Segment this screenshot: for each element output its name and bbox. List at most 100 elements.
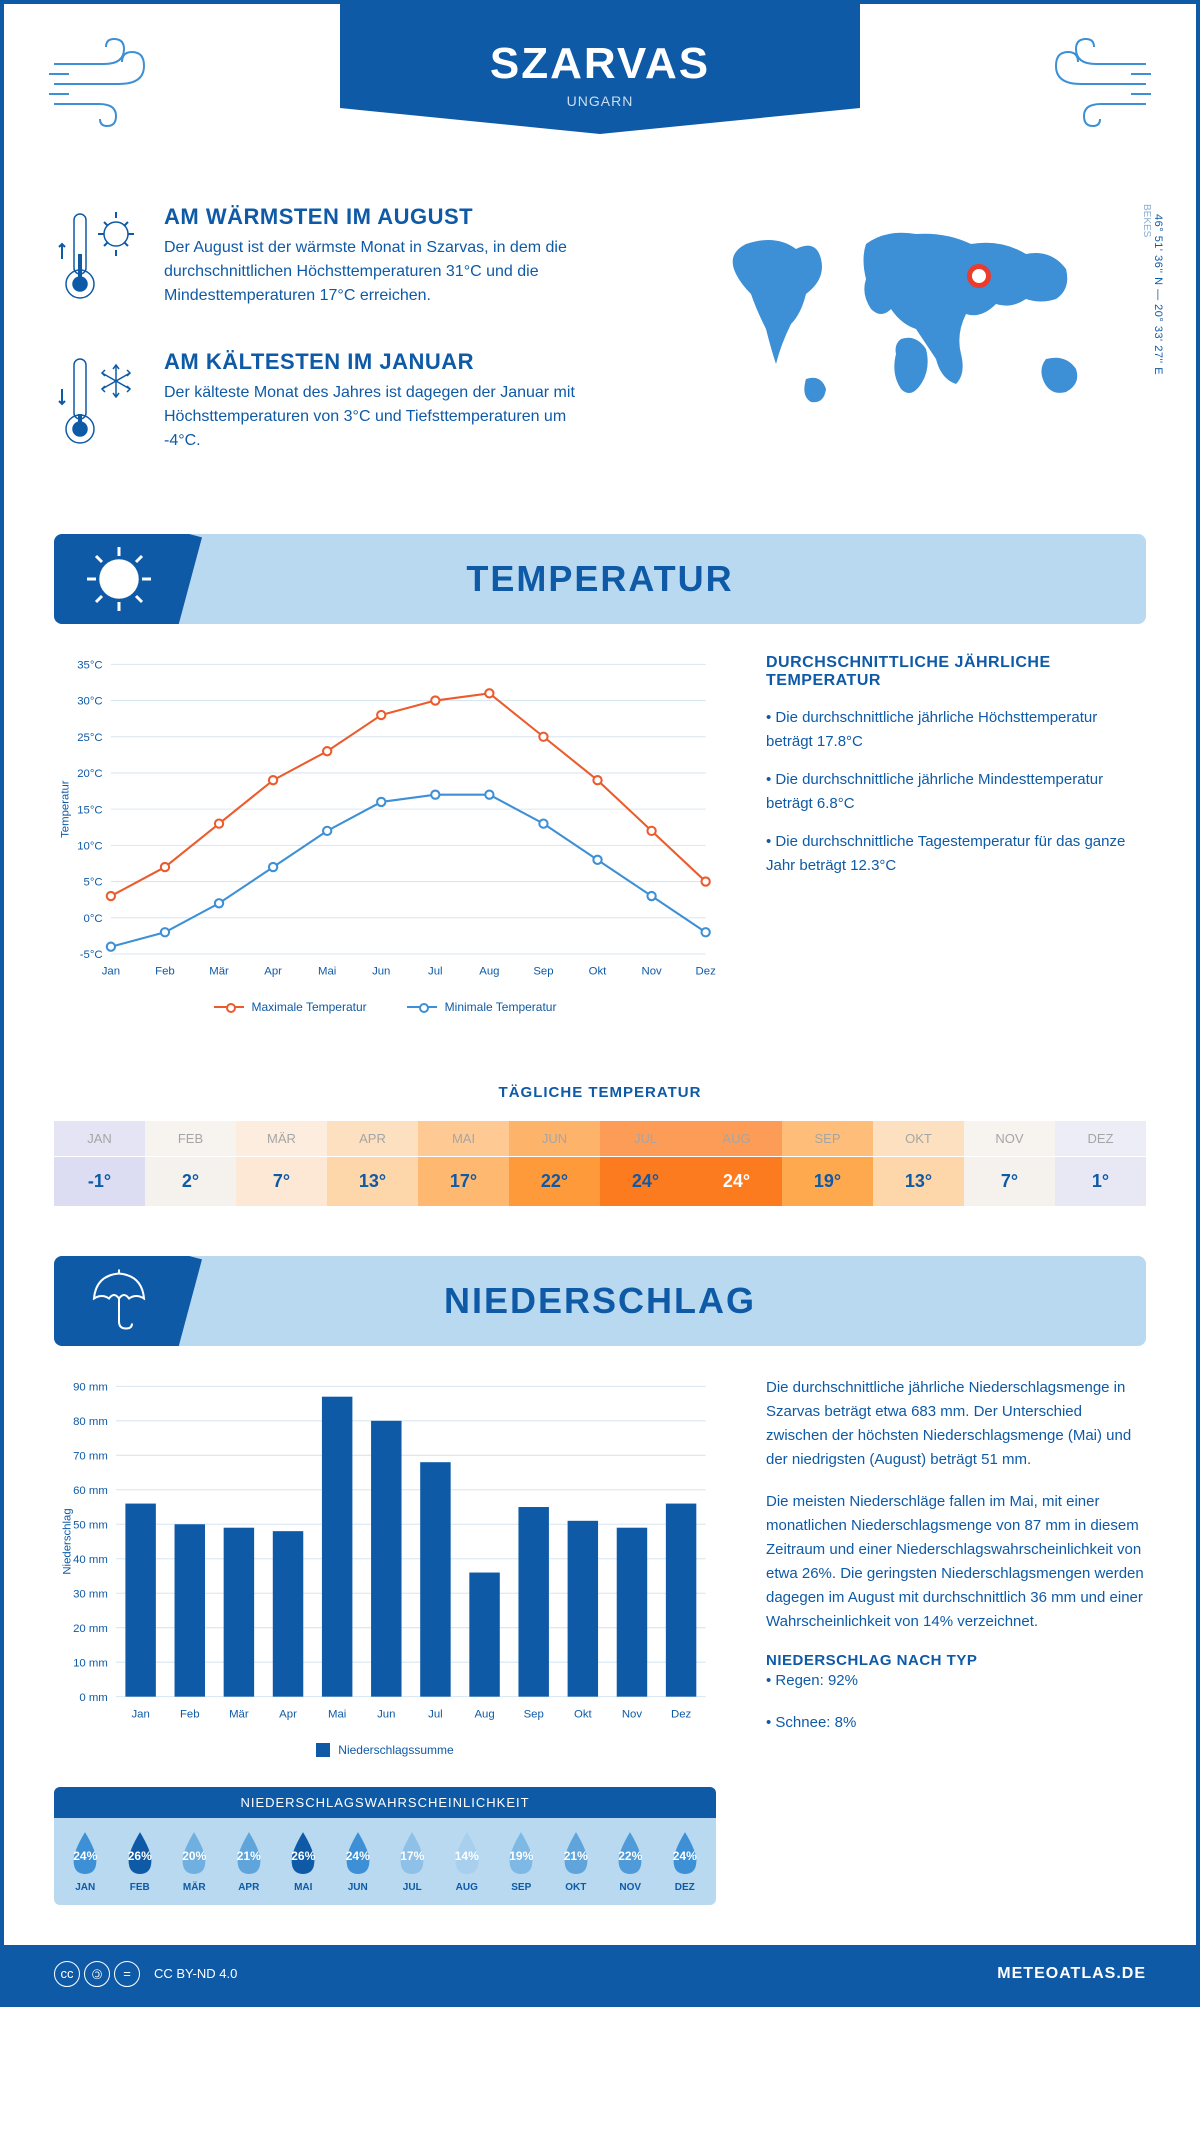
svg-text:20°C: 20°C [77, 768, 102, 780]
precip-bar-chart: 0 mm10 mm20 mm30 mm40 mm50 mm60 mm70 mm8… [54, 1376, 716, 1728]
svg-text:Jun: Jun [377, 1708, 395, 1720]
country-name: UNGARN [567, 93, 634, 109]
svg-text:60 mm: 60 mm [73, 1485, 108, 1497]
footer: cc🄯= CC BY-ND 4.0 METEOATLAS.DE [4, 1945, 1196, 2003]
daily-cell: NOV7° [964, 1121, 1055, 1206]
prob-cell: 21%APR [222, 1830, 277, 1893]
daily-cell: DEZ1° [1055, 1121, 1146, 1206]
sun-icon [84, 544, 154, 614]
svg-text:Apr: Apr [279, 1708, 297, 1720]
prob-cell: 14%AUG [440, 1830, 495, 1893]
svg-text:Mai: Mai [328, 1708, 346, 1720]
temp-section-banner: TEMPERATUR [54, 534, 1146, 624]
map-marker-icon [967, 264, 991, 288]
world-map-block: BEKES 46° 51' 36'' N — 20° 33' 27'' E [706, 204, 1146, 494]
prob-title: NIEDERSCHLAGSWAHRSCHEINLICHKEIT [54, 1787, 716, 1818]
svg-text:Dez: Dez [696, 966, 716, 978]
coldest-text: Der kälteste Monat des Jahres ist dagege… [164, 381, 584, 453]
precip-probability-box: NIEDERSCHLAGSWAHRSCHEINLICHKEIT 24%JAN26… [54, 1787, 716, 1905]
daily-cell: MÄR7° [236, 1121, 327, 1206]
prob-cell: 24%DEZ [658, 1830, 713, 1893]
temp-section-title: TEMPERATUR [466, 558, 733, 600]
wind-decor-left [44, 34, 164, 134]
daily-cell: OKT13° [873, 1121, 964, 1206]
temp-info-title: DURCHSCHNITTLICHE JÄHRLICHE TEMPERATUR [766, 654, 1146, 690]
coordinates-label: 46° 51' 36'' N — 20° 33' 27'' E [1152, 214, 1164, 375]
svg-text:Okt: Okt [574, 1708, 593, 1720]
prob-cell: 24%JUN [331, 1830, 386, 1893]
svg-text:0 mm: 0 mm [79, 1692, 107, 1704]
legend-max: Maximale Temperatur [214, 1000, 367, 1014]
svg-text:Jul: Jul [428, 966, 443, 978]
daily-temp-row: JAN-1°FEB2°MÄR7°APR13°MAI17°JUN22°JUL24°… [54, 1121, 1146, 1206]
svg-text:15°C: 15°C [77, 804, 102, 816]
svg-text:Aug: Aug [474, 1708, 494, 1720]
temp-info-block: DURCHSCHNITTLICHE JÄHRLICHE TEMPERATUR •… [766, 654, 1146, 1014]
coldest-block: AM KÄLTESTEN IM JANUAR Der kälteste Mona… [54, 349, 666, 464]
daily-cell: JUN22° [509, 1121, 600, 1206]
svg-text:50 mm: 50 mm [73, 1519, 108, 1531]
daily-cell: MAI17° [418, 1121, 509, 1206]
header: SZARVAS UNGARN [4, 4, 1196, 174]
prob-cell: 20%MÄR [167, 1830, 222, 1893]
svg-text:Mai: Mai [318, 966, 336, 978]
svg-text:Niederschlag: Niederschlag [62, 1508, 74, 1574]
svg-text:90 mm: 90 mm [73, 1381, 108, 1393]
license-label: CC BY-ND 4.0 [154, 1966, 237, 1981]
svg-text:Jan: Jan [131, 1708, 149, 1720]
svg-text:0°C: 0°C [84, 913, 103, 925]
svg-text:30 mm: 30 mm [73, 1588, 108, 1600]
svg-text:Okt: Okt [589, 966, 608, 978]
svg-text:Sep: Sep [533, 966, 553, 978]
svg-text:Mär: Mär [229, 1708, 249, 1720]
daily-cell: JUL24° [600, 1121, 691, 1206]
daily-cell: SEP19° [782, 1121, 873, 1206]
site-label: METEOATLAS.DE [997, 1965, 1146, 1983]
precip-type1: • Regen: 92% [766, 1669, 1146, 1693]
wind-decor-right [1036, 34, 1156, 134]
svg-text:Temperatur: Temperatur [59, 780, 71, 838]
prob-cell: 19%SEP [494, 1830, 549, 1893]
svg-text:Jul: Jul [428, 1708, 443, 1720]
daily-cell: FEB2° [145, 1121, 236, 1206]
region-label: BEKES [1141, 204, 1152, 237]
svg-text:10°C: 10°C [77, 840, 102, 852]
title-banner: SZARVAS UNGARN [340, 4, 860, 134]
temp-info-p1: • Die durchschnittliche jährliche Höchst… [766, 706, 1146, 754]
svg-text:Feb: Feb [155, 966, 175, 978]
precip-section-banner: NIEDERSCHLAG [54, 1256, 1146, 1346]
svg-text:30°C: 30°C [77, 696, 102, 708]
prob-cell: 26%FEB [113, 1830, 168, 1893]
precip-p2: Die meisten Niederschläge fallen im Mai,… [766, 1490, 1146, 1634]
svg-text:Apr: Apr [264, 966, 282, 978]
svg-text:5°C: 5°C [84, 877, 103, 889]
svg-text:35°C: 35°C [77, 659, 102, 671]
temp-line-chart: -5°C0°C5°C10°C15°C20°C25°C30°C35°CJanFeb… [54, 654, 716, 1014]
svg-text:Aug: Aug [479, 966, 499, 978]
intro-section: AM WÄRMSTEN IM AUGUST Der August ist der… [4, 174, 1196, 534]
svg-text:Dez: Dez [671, 1708, 692, 1720]
temp-info-p3: • Die durchschnittliche Tagestemperatur … [766, 830, 1146, 878]
prob-cell: 22%NOV [603, 1830, 658, 1893]
svg-text:Feb: Feb [180, 1708, 200, 1720]
svg-text:Mär: Mär [209, 966, 229, 978]
svg-text:70 mm: 70 mm [73, 1450, 108, 1462]
thermometer-sun-icon [54, 204, 144, 319]
warmest-block: AM WÄRMSTEN IM AUGUST Der August ist der… [54, 204, 666, 319]
daily-cell: AUG24° [691, 1121, 782, 1206]
svg-text:Sep: Sep [524, 1708, 544, 1720]
precip-section-title: NIEDERSCHLAG [444, 1280, 756, 1322]
prob-cell: 21%OKT [549, 1830, 604, 1893]
coldest-title: AM KÄLTESTEN IM JANUAR [164, 349, 584, 375]
city-name: SZARVAS [490, 39, 710, 89]
daily-cell: APR13° [327, 1121, 418, 1206]
legend-min: Minimale Temperatur [407, 1000, 557, 1014]
svg-text:-5°C: -5°C [80, 949, 103, 961]
svg-text:10 mm: 10 mm [73, 1657, 108, 1669]
prob-cell: 17%JUL [385, 1830, 440, 1893]
precip-type2: • Schnee: 8% [766, 1711, 1146, 1735]
warmest-text: Der August ist der wärmste Monat in Szar… [164, 236, 584, 308]
precip-type-title: NIEDERSCHLAG NACH TYP [766, 1652, 1146, 1669]
prob-cell: 26%MAI [276, 1830, 331, 1893]
warmest-title: AM WÄRMSTEN IM AUGUST [164, 204, 584, 230]
